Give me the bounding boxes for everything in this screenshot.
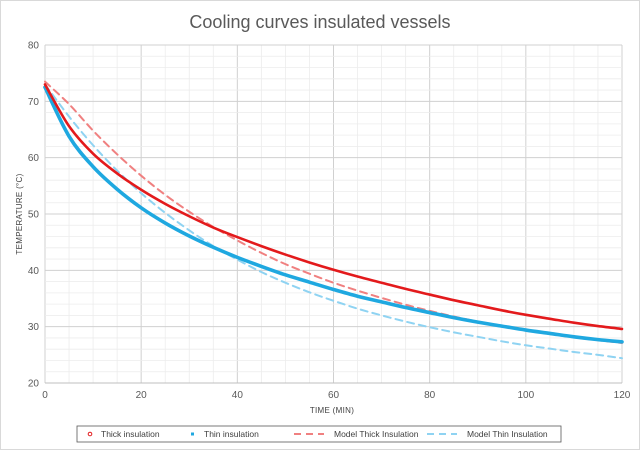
legend-swatch xyxy=(87,431,93,437)
x-tick-label: 120 xyxy=(614,390,631,401)
series-layer xyxy=(43,80,624,360)
x-tick-labels: 0 20 40 60 80 100 120 xyxy=(42,390,631,401)
x-tick-label: 100 xyxy=(517,390,534,401)
series-thick-insulation xyxy=(43,83,624,331)
x-tick-label: 0 xyxy=(42,390,48,401)
legend-label: Thick insulation xyxy=(101,429,160,439)
series-model-thin-insulation xyxy=(44,83,623,360)
chart-title: Cooling curves insulated vessels xyxy=(189,12,450,32)
y-tick-label: 50 xyxy=(28,210,40,221)
x-tick-label: 80 xyxy=(424,390,436,401)
y-tick-label: 60 xyxy=(28,153,40,164)
x-axis-title: TIME (MIN) xyxy=(310,406,354,415)
y-tick-label: 40 xyxy=(28,266,40,277)
legend-label: Model Thick Insulation xyxy=(334,429,419,439)
x-tick-label: 20 xyxy=(136,390,148,401)
legend-swatch xyxy=(191,432,194,436)
y-tick-label: 20 xyxy=(28,379,40,390)
grid xyxy=(44,44,623,384)
legend-label: Thin insulation xyxy=(204,429,259,439)
x-tick-label: 60 xyxy=(328,390,340,401)
y-tick-label: 70 xyxy=(28,97,40,108)
y-tick-label: 30 xyxy=(28,322,40,333)
y-tick-labels: 20 30 40 50 60 70 80 xyxy=(28,41,40,390)
y-tick-label: 80 xyxy=(28,41,40,52)
legend: Thick insulation Thin insulation Model Thi… xyxy=(87,429,548,439)
x-tick-label: 40 xyxy=(232,390,244,401)
y-axis-title: TEMPERATURE (°C) xyxy=(15,173,24,254)
series-thin-insulation xyxy=(43,85,624,344)
legend-label: Model Thin Insulation xyxy=(467,429,548,439)
